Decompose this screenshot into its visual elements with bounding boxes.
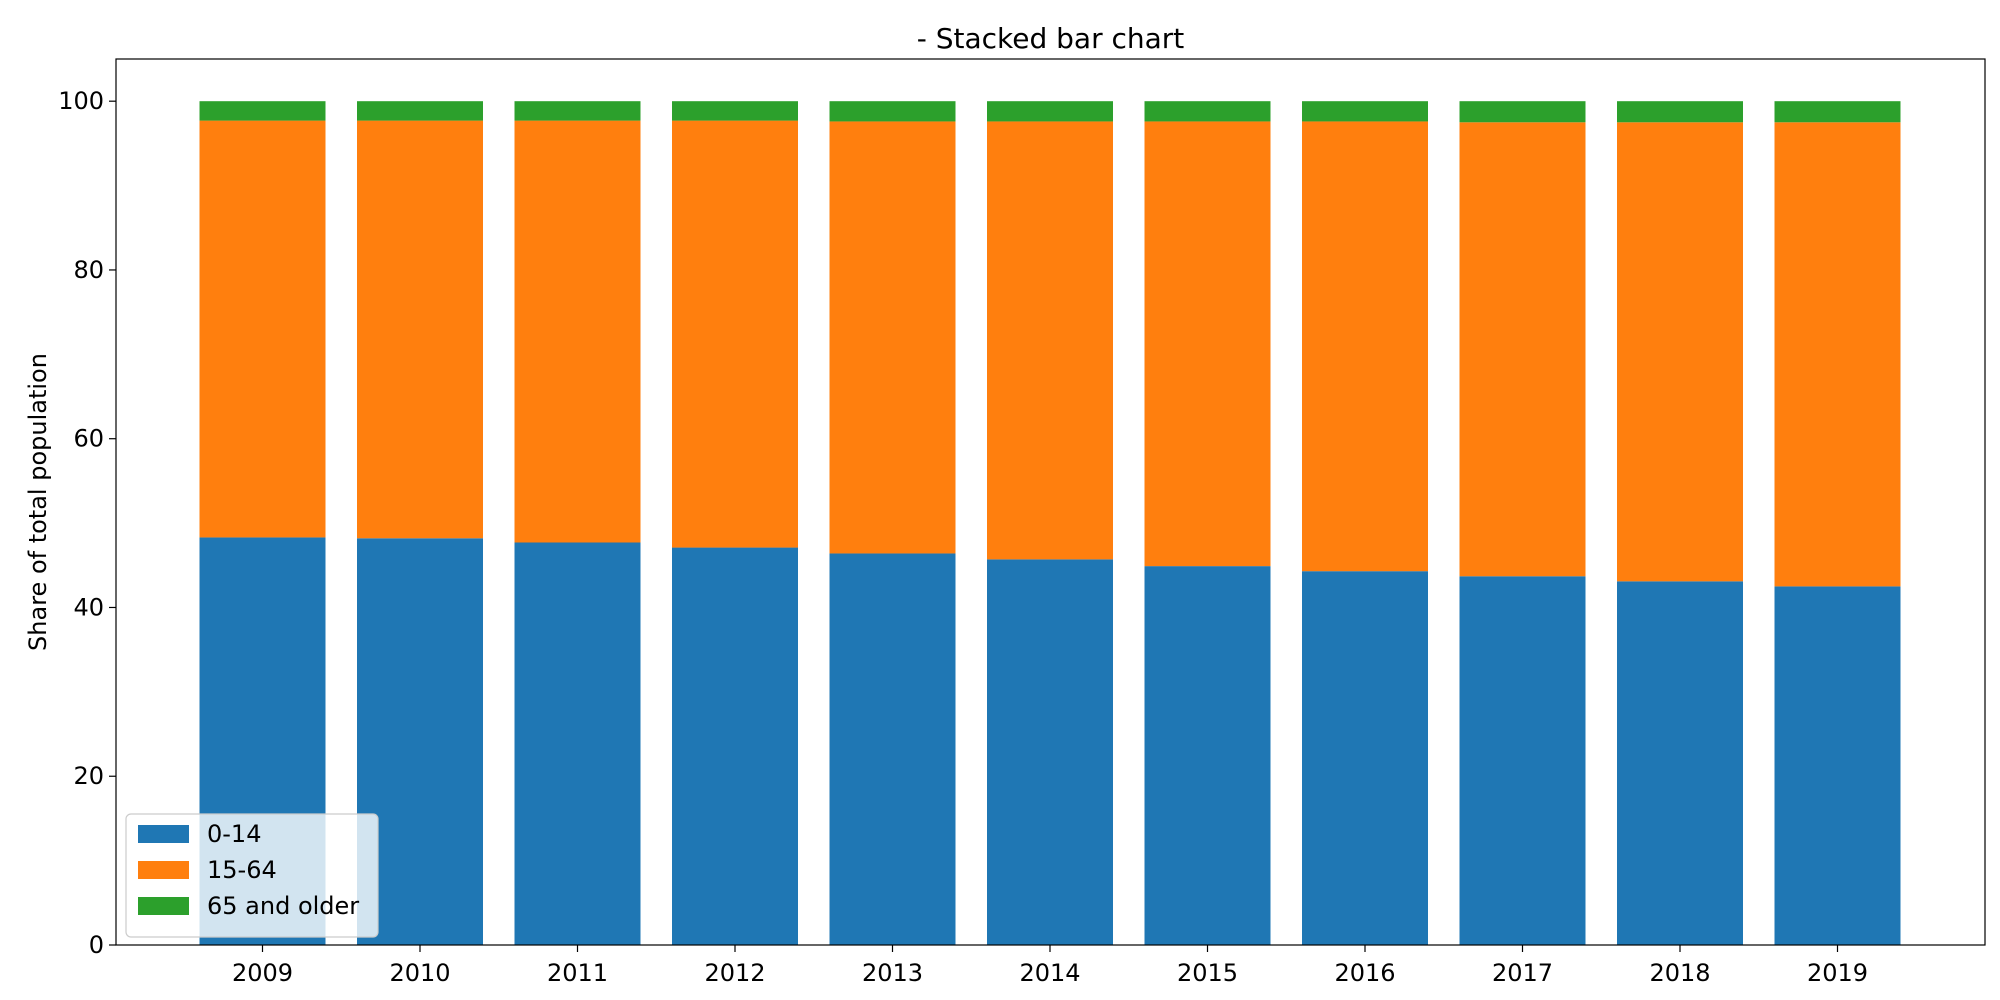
bar-0-14-2018 <box>1617 581 1743 945</box>
bar-0-14-2014 <box>987 559 1113 945</box>
bar-65-and-older-2018 <box>1617 101 1743 123</box>
legend-swatch-0-14 <box>138 825 189 843</box>
bar-0-14-2016 <box>1302 571 1428 945</box>
x-tick-label-2018: 2018 <box>1649 959 1710 987</box>
x-tick-label-2019: 2019 <box>1807 959 1868 987</box>
plot-frame <box>115 58 1986 946</box>
bar-65-and-older-2013 <box>829 101 956 122</box>
bar-15-64-2017 <box>1459 122 1586 577</box>
bar-65-and-older-2011 <box>514 101 641 121</box>
bar-15-64-2019 <box>1774 122 1901 587</box>
bar-0-14-2011 <box>514 542 641 945</box>
y-tick-label-100: 100 <box>58 87 104 115</box>
bar-65-and-older-2014 <box>987 101 1113 122</box>
bar-65-and-older-2017 <box>1459 101 1586 123</box>
y-axis-label: Share of total population <box>24 353 52 651</box>
bar-65-and-older-2012 <box>672 101 798 121</box>
bar-15-64-2010 <box>357 120 483 539</box>
bar-65-and-older-2010 <box>357 101 483 121</box>
bar-65-and-older-2016 <box>1302 101 1428 122</box>
bar-65-and-older-2015 <box>1144 101 1271 122</box>
x-tick-label-2011: 2011 <box>547 959 608 987</box>
x-tick-label-2014: 2014 <box>1019 959 1080 987</box>
legend: 0-14 15-64 65 and older <box>125 813 379 938</box>
x-tick-label-2010: 2010 <box>389 959 450 987</box>
x-tick-label-2015: 2015 <box>1177 959 1238 987</box>
x-tick-label-2013: 2013 <box>862 959 923 987</box>
legend-label-65-and-older: 65 and older <box>207 892 359 920</box>
legend-swatch-15-64 <box>138 861 189 879</box>
legend-label-0-14: 0-14 <box>207 820 261 848</box>
bar-15-64-2013 <box>829 121 956 554</box>
legend-swatch-65-and-older <box>138 897 189 915</box>
bar-0-14-2015 <box>1144 566 1271 945</box>
bar-15-64-2015 <box>1144 121 1271 567</box>
bar-15-64-2018 <box>1617 122 1743 582</box>
bar-65-and-older-2009 <box>199 101 326 121</box>
x-axis-ticks: 2009 2010 2011 2012 2013 2014 2015 2016 2017 2018… <box>232 945 1868 987</box>
bar-0-14-2019 <box>1774 586 1901 945</box>
x-tick-label-2016: 2016 <box>1334 959 1395 987</box>
chart-title: - Stacked bar chart <box>917 22 1185 55</box>
x-tick-label-2017: 2017 <box>1492 959 1553 987</box>
bars-group <box>199 101 1901 945</box>
legend-label-15-64: 15-64 <box>207 856 277 884</box>
bar-15-64-2012 <box>672 120 798 548</box>
y-tick-label-0: 0 <box>89 931 104 959</box>
bar-15-64-2009 <box>199 120 326 538</box>
x-tick-label-2009: 2009 <box>232 959 293 987</box>
y-tick-label-40: 40 <box>73 593 104 621</box>
y-tick-label-20: 20 <box>73 762 104 790</box>
bar-15-64-2011 <box>514 120 641 543</box>
bar-0-14-2017 <box>1459 576 1586 945</box>
x-tick-label-2012: 2012 <box>704 959 765 987</box>
bar-15-64-2014 <box>987 121 1113 560</box>
bar-15-64-2016 <box>1302 121 1428 572</box>
y-tick-label-80: 80 <box>73 256 104 284</box>
y-tick-label-60: 60 <box>73 425 104 453</box>
bar-0-14-2013 <box>829 553 956 945</box>
bar-0-14-2012 <box>672 547 798 945</box>
y-axis-ticks: 0 20 40 60 80 100 <box>58 87 116 959</box>
bar-65-and-older-2019 <box>1774 101 1901 123</box>
